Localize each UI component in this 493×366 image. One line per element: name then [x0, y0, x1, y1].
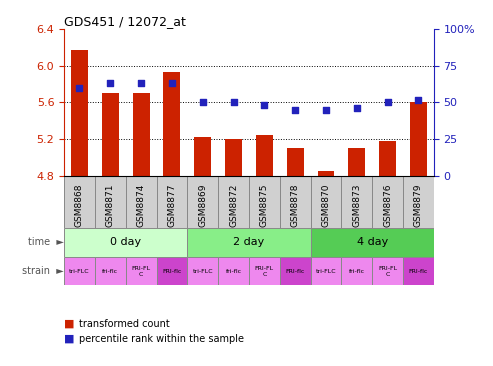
Bar [164, 72, 180, 176]
Text: 2 day: 2 day [233, 237, 265, 247]
Text: FRI-FL
C: FRI-FL C [378, 266, 397, 276]
Point [230, 100, 238, 105]
Bar [64, 176, 95, 228]
Point [260, 102, 268, 108]
Text: FRI-FL
C: FRI-FL C [255, 266, 274, 276]
Text: ■: ■ [64, 333, 74, 344]
Bar [379, 141, 396, 176]
Bar [95, 257, 126, 285]
Text: percentile rank within the sample: percentile rank within the sample [79, 333, 244, 344]
Point [199, 100, 207, 105]
Bar [71, 51, 88, 176]
Bar [126, 176, 157, 228]
Bar [256, 135, 273, 176]
Text: GSM8872: GSM8872 [229, 183, 238, 227]
Text: GDS451 / 12072_at: GDS451 / 12072_at [64, 15, 186, 28]
Bar [157, 257, 187, 285]
Bar [194, 137, 211, 176]
Bar [187, 228, 311, 257]
Text: GSM8874: GSM8874 [137, 183, 145, 227]
Text: FRI-flc: FRI-flc [285, 269, 305, 274]
Bar [410, 102, 427, 176]
Point [415, 97, 423, 102]
Bar [187, 257, 218, 285]
Text: GSM8879: GSM8879 [414, 183, 423, 227]
Text: 4 day: 4 day [356, 237, 388, 247]
Bar [280, 176, 311, 228]
Text: GSM8877: GSM8877 [168, 183, 176, 227]
Point [384, 100, 391, 105]
Text: FRI-FL
C: FRI-FL C [132, 266, 151, 276]
Text: GSM8873: GSM8873 [352, 183, 361, 227]
Text: fri-flc: fri-flc [225, 269, 242, 274]
Text: fri-flc: fri-flc [349, 269, 365, 274]
Bar [403, 257, 434, 285]
Text: GSM8876: GSM8876 [383, 183, 392, 227]
Point [75, 85, 83, 91]
Text: tri-FLC: tri-FLC [316, 269, 336, 274]
Text: fri-flc: fri-flc [102, 269, 118, 274]
Text: time  ►: time ► [28, 237, 64, 247]
Bar [341, 257, 372, 285]
Text: ■: ■ [64, 319, 74, 329]
Text: FRI-flc: FRI-flc [409, 269, 428, 274]
Bar [187, 176, 218, 228]
Text: GSM8875: GSM8875 [260, 183, 269, 227]
Bar [372, 176, 403, 228]
Bar [403, 176, 434, 228]
Point [137, 81, 145, 86]
Text: GSM8869: GSM8869 [198, 183, 207, 227]
Bar [126, 257, 157, 285]
Bar [311, 176, 341, 228]
Bar [102, 93, 119, 176]
Bar [311, 228, 434, 257]
Bar [311, 257, 341, 285]
Point [322, 107, 330, 113]
Bar [287, 148, 304, 176]
Bar [218, 257, 249, 285]
Bar [225, 139, 242, 176]
Bar [249, 176, 280, 228]
Text: tri-FLC: tri-FLC [69, 269, 90, 274]
Text: transformed count: transformed count [79, 319, 170, 329]
Text: tri-FLC: tri-FLC [192, 269, 213, 274]
Point [291, 107, 299, 113]
Bar [64, 228, 187, 257]
Text: 0 day: 0 day [110, 237, 141, 247]
Text: GSM8871: GSM8871 [106, 183, 115, 227]
Text: GSM8878: GSM8878 [291, 183, 300, 227]
Bar [95, 176, 126, 228]
Bar [341, 176, 372, 228]
Point [106, 81, 114, 86]
Bar [372, 257, 403, 285]
Bar [64, 257, 95, 285]
Bar [249, 257, 280, 285]
Text: GSM8868: GSM8868 [75, 183, 84, 227]
Text: strain  ►: strain ► [22, 266, 64, 276]
Bar [133, 93, 149, 176]
Text: GSM8870: GSM8870 [321, 183, 330, 227]
Bar [157, 176, 187, 228]
Bar [280, 257, 311, 285]
Point [168, 81, 176, 86]
Bar [317, 171, 334, 176]
Bar [218, 176, 249, 228]
Bar [349, 148, 365, 176]
Point [353, 105, 361, 111]
Text: FRI-flc: FRI-flc [162, 269, 181, 274]
